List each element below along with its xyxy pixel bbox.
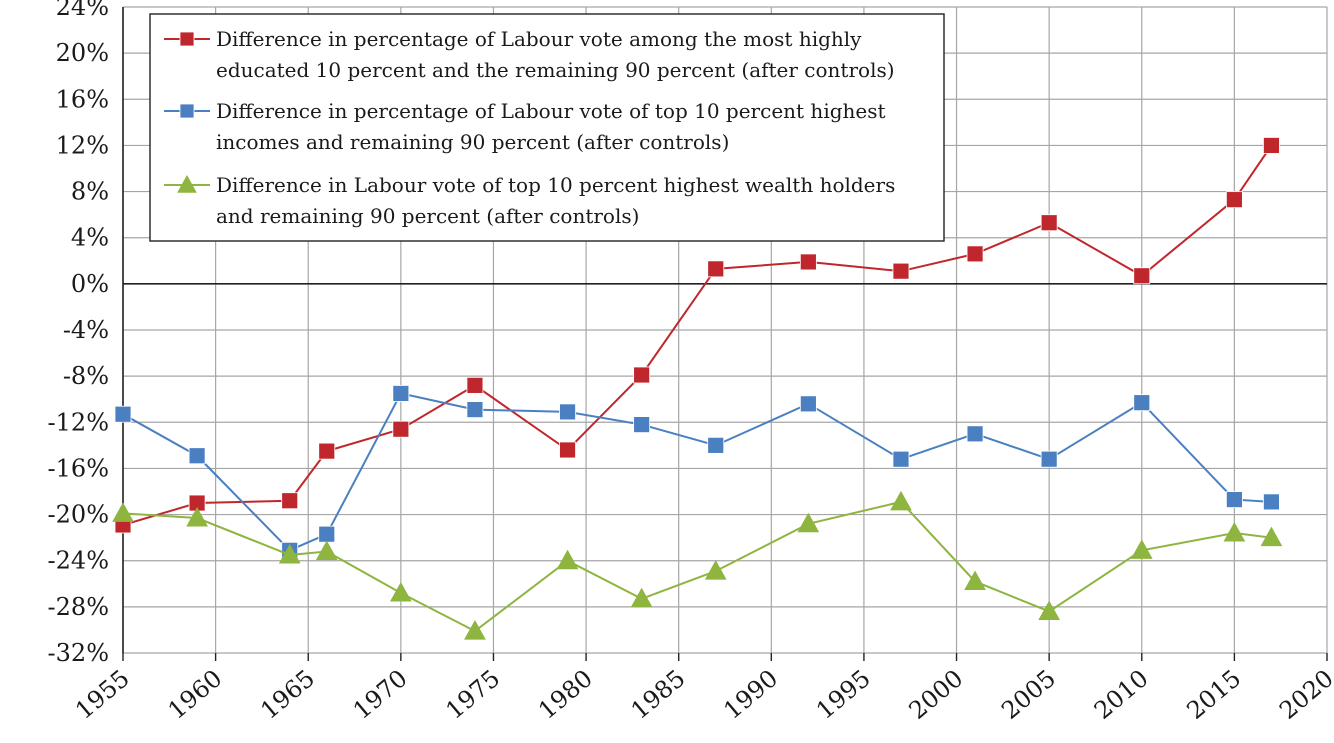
data-point-series-1 — [799, 253, 817, 271]
y-tick-label: 12% — [56, 131, 109, 159]
series-group-1 — [114, 137, 1280, 534]
data-point-series-1 — [707, 260, 725, 278]
data-point-series-1 — [1225, 191, 1243, 209]
data-point-series-3 — [556, 549, 579, 570]
data-point-series-1 — [1040, 214, 1058, 232]
data-point-series-3 — [704, 560, 727, 580]
data-point-series-3 — [186, 507, 208, 527]
data-point-series-3 — [1260, 526, 1283, 547]
data-point-series-2 — [318, 525, 336, 543]
data-point-series-1 — [1263, 137, 1280, 154]
data-point-series-2 — [1133, 394, 1151, 412]
data-point-series-1 — [318, 442, 336, 460]
data-point-series-1 — [392, 420, 410, 438]
series-group-3 — [112, 490, 1283, 640]
legend-swatch-marker-2 — [179, 103, 195, 119]
data-point-series-2 — [392, 385, 410, 402]
legend-swatch-marker-3 — [177, 174, 197, 193]
series-line-3 — [122, 500, 1272, 633]
y-tick-label: -24% — [48, 547, 109, 575]
data-point-series-1 — [1133, 267, 1151, 285]
data-point-series-2 — [559, 403, 576, 421]
y-tick-label: 0% — [71, 270, 109, 298]
legend-entry-1-line-1: Difference in percentage of Labour vote … — [216, 27, 862, 51]
data-point-series-1 — [466, 376, 484, 394]
data-point-series-3 — [278, 543, 301, 564]
data-point-series-2 — [892, 450, 910, 468]
data-point-series-2 — [1225, 491, 1243, 508]
y-tick-label: 16% — [56, 85, 109, 113]
y-tick-label: -16% — [48, 454, 109, 482]
data-point-series-1 — [892, 262, 910, 280]
data-point-series-2 — [1263, 493, 1280, 511]
y-tick-label: -20% — [48, 501, 109, 529]
y-tick-label: 20% — [56, 39, 109, 67]
legend-entry-3-line-1: Difference in Labour vote of top 10 perc… — [216, 173, 895, 197]
axes — [122, 7, 1328, 661]
y-tick-label: -8% — [63, 362, 109, 390]
data-point-series-3 — [890, 490, 912, 511]
legend-entry-1-line-2: educated 10 percent and the remaining 90… — [216, 58, 895, 82]
data-point-series-2 — [188, 447, 206, 465]
data-point-series-3 — [630, 587, 653, 608]
data-point-series-2 — [633, 416, 651, 433]
data-point-series-1 — [559, 441, 576, 459]
y-tick-label: -12% — [48, 408, 109, 436]
data-point-series-1 — [966, 245, 984, 263]
y-tick-label: 24% — [56, 0, 109, 21]
data-point-series-3 — [315, 540, 338, 560]
data-point-series-2 — [966, 425, 984, 443]
y-tick-label: -28% — [48, 593, 109, 621]
data-point-series-3 — [1038, 600, 1061, 620]
data-point-series-1 — [281, 492, 299, 510]
legend: Difference in percentage of Labour vote … — [149, 13, 945, 242]
legend-swatch-marker-1 — [179, 31, 195, 47]
data-point-series-3 — [1223, 521, 1246, 542]
y-tick-label: 8% — [71, 178, 109, 206]
data-point-series-2 — [799, 395, 817, 413]
y-tick-label: -32% — [48, 639, 109, 667]
series-line-2 — [122, 392, 1272, 552]
data-point-series-1 — [633, 366, 651, 384]
data-point-series-3 — [797, 512, 820, 533]
data-point-series-3 — [1130, 539, 1153, 559]
y-tick-label: -4% — [63, 316, 109, 344]
y-axis-tick-labels: 24% 20% 16% 12% 8% 4% 0% -4% -8% -12% -16% -20% -24%… — [48, 0, 109, 667]
data-point-series-3 — [964, 570, 986, 590]
data-point-series-3 — [389, 581, 412, 602]
legend-entry-3-line-2: and remaining 90 percent (after controls… — [216, 204, 639, 228]
legend-box — [149, 13, 945, 242]
series-line-1 — [122, 144, 1273, 526]
data-point-series-3 — [112, 502, 134, 522]
data-point-series-2 — [1040, 450, 1058, 468]
legend-entry-2-line-2: incomes and remaining 90 percent (after … — [216, 130, 729, 154]
data-point-series-3 — [464, 620, 486, 640]
data-point-series-2 — [114, 405, 132, 423]
data-point-series-2 — [707, 436, 725, 454]
data-point-series-2 — [466, 401, 484, 418]
y-tick-label: 4% — [71, 224, 109, 252]
legend-entry-2-line-1: Difference in percentage of Labour vote … — [216, 99, 886, 123]
series-layer — [112, 137, 1283, 640]
